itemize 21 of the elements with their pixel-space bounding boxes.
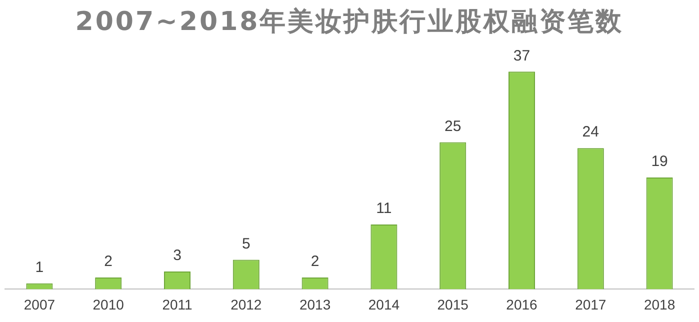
x-tick-label: 2007	[24, 296, 56, 312]
data-label: 3	[173, 247, 182, 264]
data-label: 11	[376, 200, 392, 218]
x-tick-label: 2017	[575, 296, 606, 312]
data-label: 25	[444, 118, 462, 135]
data-label: 19	[651, 153, 668, 170]
data-label: 1	[35, 258, 44, 276]
x-tick-label: 2018	[644, 296, 676, 312]
data-label: 2	[310, 253, 320, 270]
x-tick-label: 2014	[368, 296, 400, 312]
x-tick-label: 2012	[230, 296, 262, 312]
data-label: 2	[104, 253, 113, 270]
data-label: 37	[513, 47, 530, 64]
x-tick-label: 2010	[92, 296, 124, 312]
x-tick-label: 2011	[162, 296, 193, 312]
x-tick-label: 2015	[437, 296, 469, 312]
data-label: 24	[582, 124, 599, 141]
data-label: 5	[242, 235, 250, 252]
x-tick-label: 2013	[299, 296, 331, 312]
chart-title: 2007~2018年美妆护肤行业股权融资笔数	[74, 6, 625, 39]
x-tick-label: 2016	[506, 296, 538, 312]
